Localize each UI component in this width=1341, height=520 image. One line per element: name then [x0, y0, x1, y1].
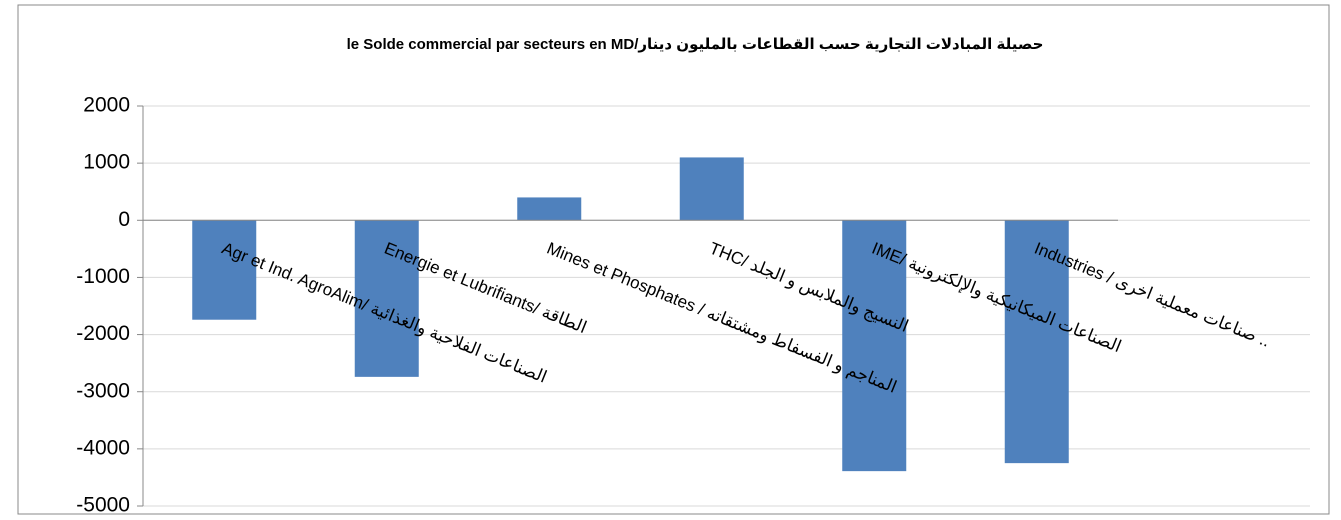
y-tick-label: -4000: [76, 436, 130, 459]
bar: [1004, 220, 1069, 464]
y-tick-label: -2000: [76, 322, 130, 345]
y-tick-label: -1000: [76, 265, 130, 288]
bar: [192, 220, 257, 320]
y-tick-label: 2000: [83, 94, 130, 117]
bar: [842, 220, 907, 472]
bar: [517, 197, 582, 221]
y-tick-label: 1000: [83, 151, 130, 174]
y-tick-label: -5000: [76, 494, 130, 517]
y-tick-label: -3000: [76, 379, 130, 402]
y-tick-label: 0: [118, 208, 130, 231]
bar: [354, 220, 419, 377]
bar: [679, 157, 744, 221]
chart-title: le Solde commercial par secteurs en MD/ح…: [347, 36, 1044, 53]
